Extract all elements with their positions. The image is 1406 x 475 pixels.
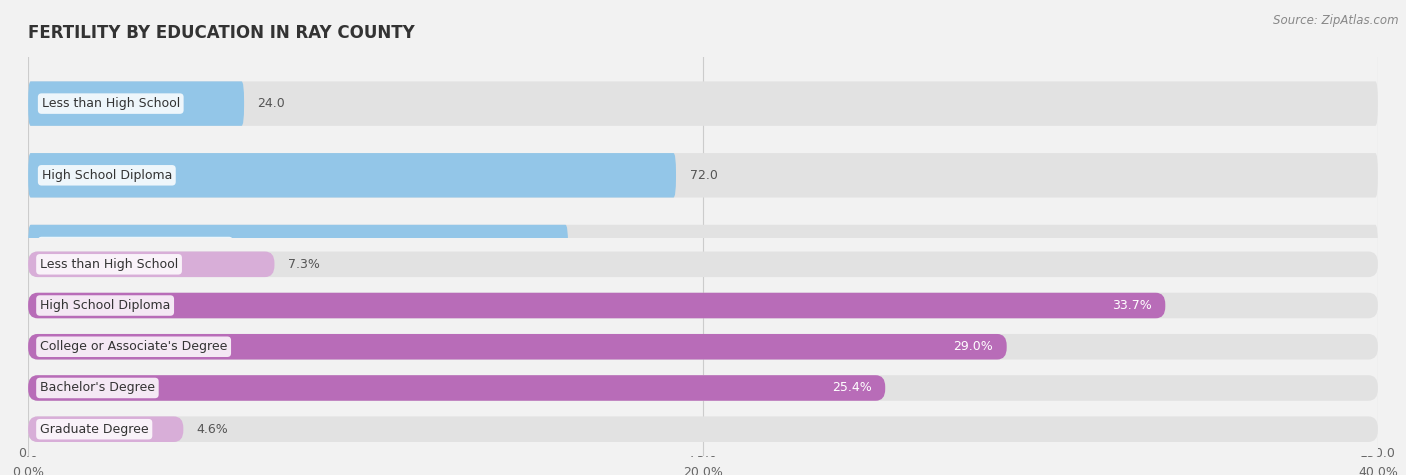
FancyBboxPatch shape bbox=[28, 296, 1171, 341]
FancyBboxPatch shape bbox=[28, 417, 183, 442]
Text: Bachelor's Degree: Bachelor's Degree bbox=[42, 312, 156, 325]
Text: Less than High School: Less than High School bbox=[42, 97, 180, 110]
Text: Graduate Degree: Graduate Degree bbox=[39, 423, 149, 436]
Text: 33.7%: 33.7% bbox=[1112, 299, 1152, 312]
FancyBboxPatch shape bbox=[28, 368, 451, 413]
Text: Source: ZipAtlas.com: Source: ZipAtlas.com bbox=[1274, 14, 1399, 27]
Text: College or Associate's Degree: College or Associate's Degree bbox=[42, 240, 229, 254]
FancyBboxPatch shape bbox=[28, 81, 245, 126]
Text: High School Diploma: High School Diploma bbox=[42, 169, 172, 182]
Text: 47.0: 47.0 bbox=[464, 384, 492, 397]
Text: College or Associate's Degree: College or Associate's Degree bbox=[39, 340, 228, 353]
Text: 29.0%: 29.0% bbox=[953, 340, 993, 353]
Text: Graduate Degree: Graduate Degree bbox=[42, 384, 150, 397]
FancyBboxPatch shape bbox=[28, 225, 1378, 269]
FancyBboxPatch shape bbox=[28, 417, 1378, 442]
Text: FERTILITY BY EDUCATION IN RAY COUNTY: FERTILITY BY EDUCATION IN RAY COUNTY bbox=[28, 24, 415, 42]
Text: 4.6%: 4.6% bbox=[197, 423, 229, 436]
FancyBboxPatch shape bbox=[28, 225, 568, 269]
Text: Bachelor's Degree: Bachelor's Degree bbox=[39, 381, 155, 394]
Text: 72.0: 72.0 bbox=[689, 169, 717, 182]
FancyBboxPatch shape bbox=[28, 375, 886, 401]
FancyBboxPatch shape bbox=[28, 153, 1378, 198]
Text: 25.4%: 25.4% bbox=[832, 381, 872, 394]
Text: 24.0: 24.0 bbox=[257, 97, 285, 110]
FancyBboxPatch shape bbox=[28, 81, 1378, 126]
Text: High School Diploma: High School Diploma bbox=[39, 299, 170, 312]
FancyBboxPatch shape bbox=[28, 252, 274, 277]
Text: 7.3%: 7.3% bbox=[288, 258, 319, 271]
FancyBboxPatch shape bbox=[28, 153, 676, 198]
FancyBboxPatch shape bbox=[28, 296, 1378, 341]
FancyBboxPatch shape bbox=[28, 375, 1378, 401]
FancyBboxPatch shape bbox=[28, 334, 1007, 360]
Text: 127.0: 127.0 bbox=[1122, 312, 1157, 325]
FancyBboxPatch shape bbox=[28, 334, 1378, 360]
FancyBboxPatch shape bbox=[28, 293, 1378, 318]
FancyBboxPatch shape bbox=[28, 368, 1378, 413]
FancyBboxPatch shape bbox=[28, 252, 1378, 277]
Text: Less than High School: Less than High School bbox=[39, 258, 179, 271]
Text: 60.0: 60.0 bbox=[582, 240, 609, 254]
FancyBboxPatch shape bbox=[28, 293, 1166, 318]
